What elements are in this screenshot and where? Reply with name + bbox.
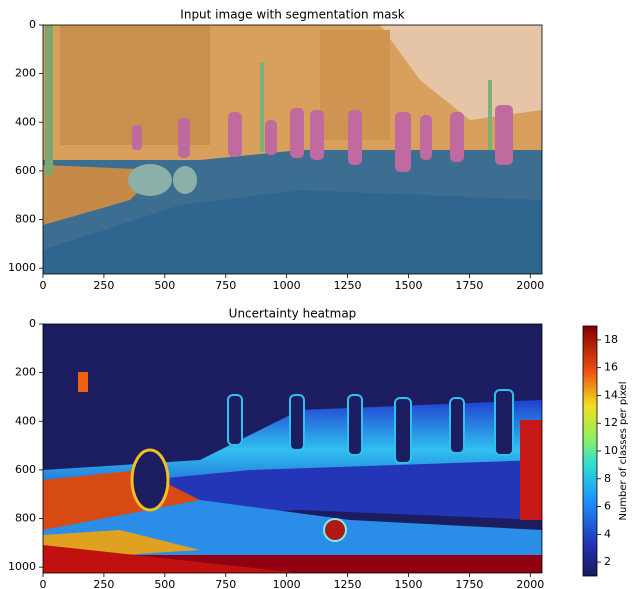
x-tick-label: 1750 [455,279,483,292]
x-tick-label: 1250 [334,578,362,589]
colorbar-label: Number of classes per pixel [618,382,629,521]
uncertainty-image [43,324,542,573]
colorbar-tick-label: 8 [604,472,611,485]
colorbar-tick-label: 4 [604,527,611,540]
x-tick-label: 2000 [516,578,544,589]
x-tick-label: 0 [40,578,47,589]
x-tick-label: 250 [93,279,114,292]
x-tick-label: 1500 [394,279,422,292]
colorbar-tick-label: 2 [604,555,611,568]
x-tick-label: 500 [154,279,175,292]
colorbar-tick-label: 10 [604,444,618,457]
x-tick-label: 750 [215,578,236,589]
colorbar-tick-label: 16 [604,361,618,374]
y-tick-label: 400 [15,115,36,128]
y-tick-label: 200 [15,67,36,80]
x-tick-label: 1250 [334,279,362,292]
colorbar [582,325,598,577]
panel-title: Uncertainty heatmap [229,307,357,321]
y-tick-label: 0 [29,317,36,330]
y-tick-label: 600 [15,463,36,476]
y-tick-label: 400 [15,414,36,427]
y-tick-label: 1000 [8,261,36,274]
x-tick-label: 0 [40,279,47,292]
y-tick-label: 800 [15,512,36,525]
x-tick-label: 750 [215,279,236,292]
x-tick-label: 250 [93,578,114,589]
x-tick-label: 1000 [273,578,301,589]
y-tick-label: 600 [15,164,36,177]
x-tick-label: 1750 [455,578,483,589]
x-tick-label: 2000 [516,279,544,292]
y-tick-label: 0 [29,18,36,31]
segmentation-image [43,25,542,274]
panel-title: Input image with segmentation mask [180,8,404,22]
y-tick-label: 1000 [8,560,36,573]
x-tick-label: 1500 [394,578,422,589]
y-tick-label: 800 [15,213,36,226]
colorbar-tick-label: 6 [604,500,611,513]
y-tick-label: 200 [15,366,36,379]
colorbar-tick-label: 12 [604,416,618,429]
colorbar-tick-label: 18 [604,333,618,346]
x-tick-label: 1000 [273,279,301,292]
x-tick-label: 500 [154,578,175,589]
colorbar-tick-label: 14 [604,388,618,401]
